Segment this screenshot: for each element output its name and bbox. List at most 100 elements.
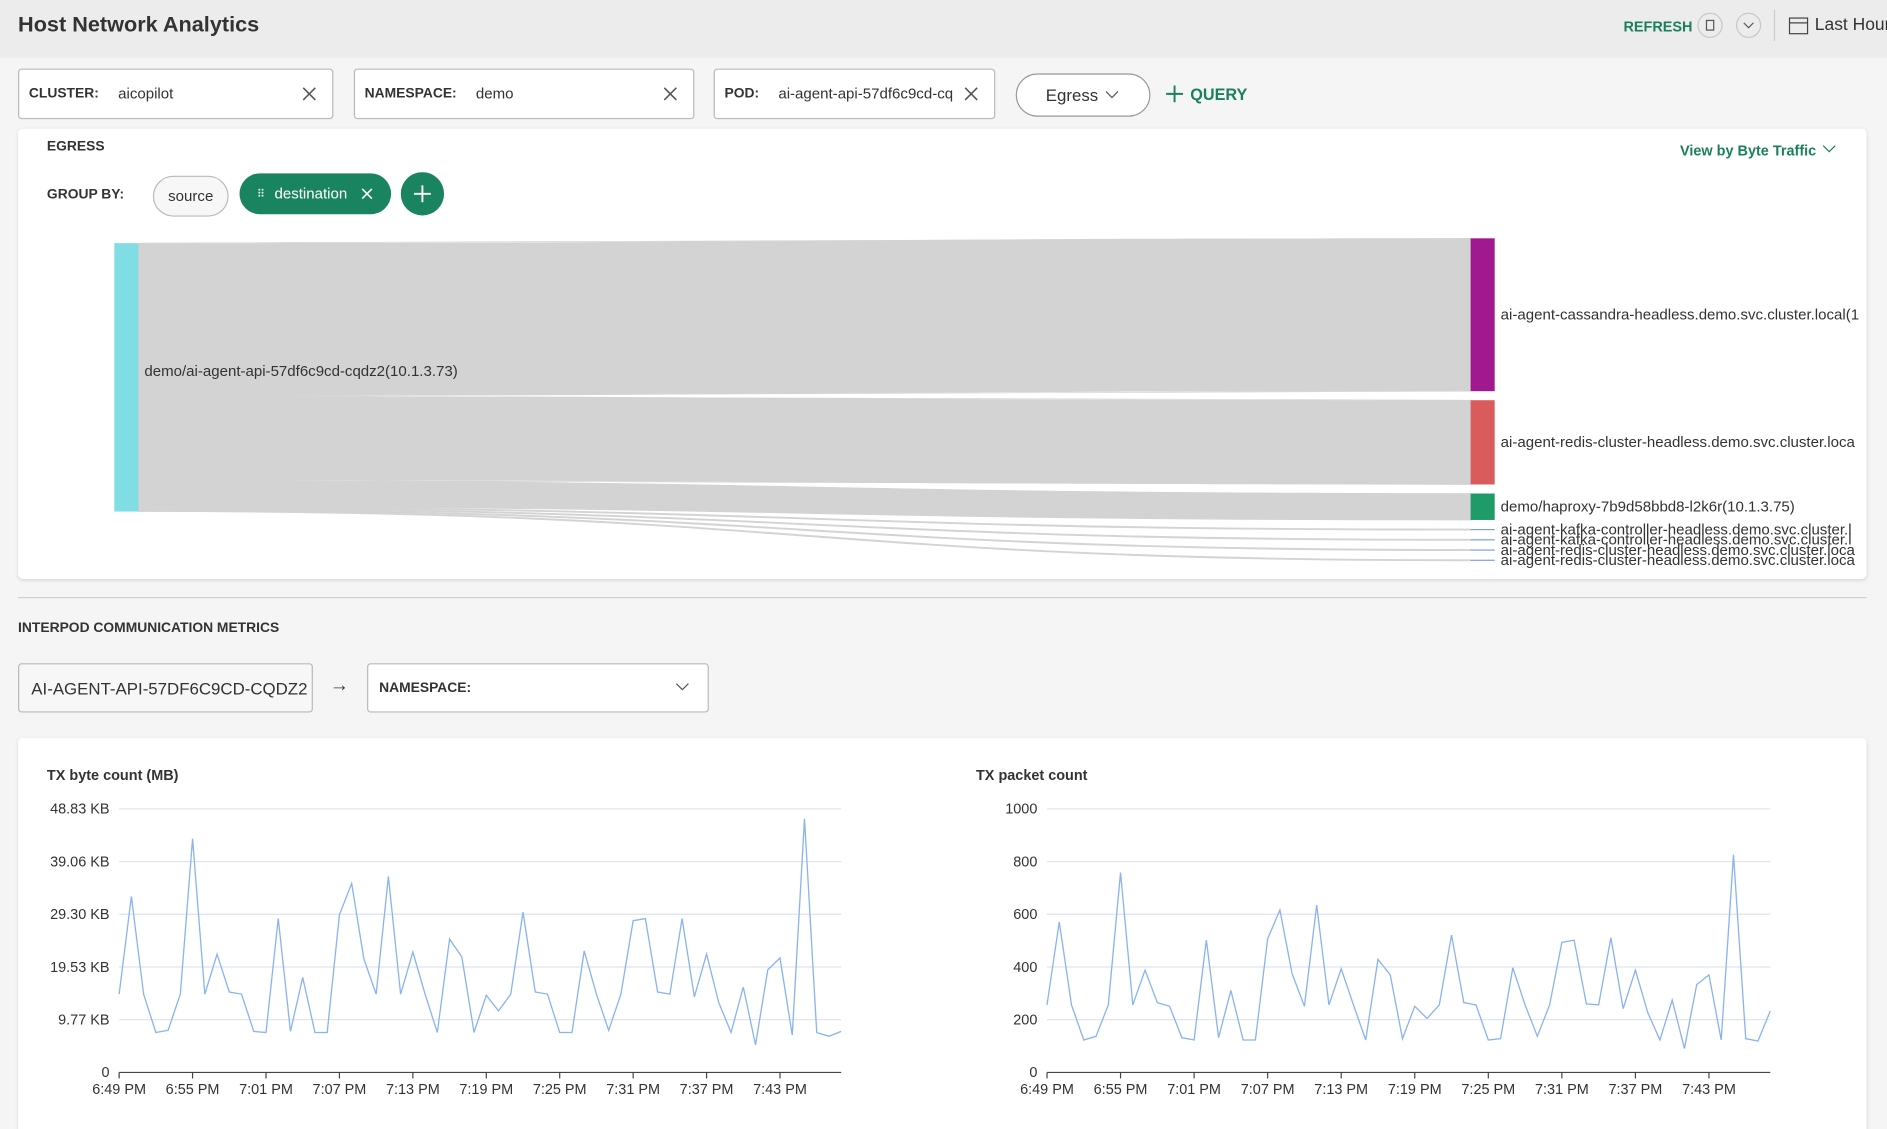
y-tick-label: 48.83 KB (50, 802, 109, 818)
plus-icon[interactable] (1164, 83, 1186, 105)
chart-title: TX byte count (MB) (47, 768, 179, 784)
arrow: → (329, 675, 349, 696)
x-tick-label: 6:49 PM (92, 1082, 146, 1098)
sankey-link (138, 395, 1471, 485)
x-tick-label: 6:55 PM (166, 1082, 220, 1098)
metrics-panel (18, 737, 1867, 1129)
x-tick-label: 7:01 PM (239, 1082, 293, 1098)
clear-icon[interactable] (662, 85, 679, 102)
view-by-dropdown[interactable]: View by Byte Traffic (1680, 142, 1838, 159)
add-group-button[interactable] (400, 172, 447, 218)
sankey-target-node (1470, 238, 1495, 392)
x-tick-label: 6:55 PM (1094, 1082, 1148, 1098)
pod-name: AI-AGENT-API-57DF6C9CD-CQDZ2 (31, 678, 308, 698)
chart-title: TX packet count (976, 768, 1088, 784)
y-tick-label: 800 (1013, 854, 1037, 870)
sankey-target-node (1470, 559, 1495, 561)
chevron (1822, 145, 1836, 153)
x-tick-label: 7:43 PM (753, 1082, 807, 1098)
filter-label: POD: (724, 86, 760, 102)
y-tick-label: 0 (1029, 1065, 1037, 1081)
filter-value: demo (475, 85, 514, 103)
sankey-target-label: ai-agent-redis-cluster-headless.demo.svc… (1501, 542, 1856, 559)
pod-box: AI-AGENT-API-57DF6C9CD-CQDZ2 (18, 663, 313, 713)
x-tick-label: 7:43 PM (1682, 1082, 1736, 1098)
filter-label: CLUSTER: (28, 86, 99, 102)
pod-filter[interactable]: POD: ai-agent-api-57df6c9cd-cqdz2 (713, 68, 996, 120)
group-chip[interactable]: source (152, 175, 229, 217)
cluster-filter[interactable]: CLUSTER: aicopilot (18, 68, 334, 120)
sankey-target-label: ai-agent-redis-cluster-headless.demo.svc… (1501, 552, 1856, 569)
x-tick-label: 6:49 PM (1020, 1082, 1074, 1098)
namespace-filter[interactable]: NAMESPACE: demo (353, 68, 695, 120)
y-tick-label: 39.06 KB (50, 854, 109, 870)
y-tick-label: 1000 (1005, 802, 1037, 818)
group-chip-active[interactable]: ⠿ destination (239, 173, 392, 215)
sankey-target-label: ai-agent-redis-cluster-headless.demo.svc… (1501, 434, 1856, 451)
clear-icon[interactable] (301, 85, 318, 102)
x-tick-label: 7:31 PM (606, 1082, 660, 1098)
sankey-target-node (1470, 493, 1495, 520)
sankey-target-label: ai-agent-kafka-controller-headless.demo.… (1501, 532, 1852, 549)
y-tick-label: 200 (1013, 1013, 1037, 1029)
x-tick-label: 7:19 PM (459, 1082, 513, 1098)
direction-dropdown[interactable]: Egress (1015, 73, 1151, 117)
chip-text: source (168, 187, 214, 205)
calendar-icon (1788, 17, 1809, 35)
x-tick-label: 7:25 PM (533, 1082, 587, 1098)
x-tick-label: 7:37 PM (680, 1082, 734, 1098)
x-tick-label: 7:37 PM (1609, 1082, 1663, 1098)
x-tick-label: 7:13 PM (386, 1082, 440, 1098)
refresh-button[interactable]: REFRESH (1623, 18, 1693, 35)
x-tick-label: 7:25 PM (1461, 1082, 1515, 1098)
sankey-source-label: demo/ai-agent-api-57df6c9cd-cqdz2(10.1.3… (144, 363, 457, 380)
filter-label: NAMESPACE: (364, 86, 457, 102)
x-tick-label: 7:19 PM (1388, 1082, 1442, 1098)
group-by-label: GROUP BY: (46, 187, 125, 203)
page-title: Host Network Analytics (18, 12, 260, 37)
panel-title: EGRESS (46, 139, 105, 155)
sankey-link (138, 479, 1471, 521)
sankey-target-label: ai-agent-kafka-controller-headless.demo.… (1501, 521, 1852, 538)
query-button[interactable]: QUERY (1190, 85, 1248, 104)
sankey-source-node (114, 243, 139, 512)
drag-handle: ⠿ (256, 187, 265, 200)
sankey-target-label: demo/haproxy-7b9d58bbd8-l2k6r(10.1.3.75) (1501, 499, 1795, 516)
x-tick-label: 7:07 PM (313, 1082, 367, 1098)
y-tick-label: 400 (1013, 960, 1037, 976)
refresh-icons[interactable] (1694, 10, 1766, 44)
chip-text: destination (274, 185, 348, 203)
direction-value: Egress (1045, 85, 1099, 105)
x-tick-label: 7:07 PM (1241, 1082, 1295, 1098)
y-tick-label: 600 (1013, 907, 1037, 923)
sankey-target-node (1470, 539, 1495, 541)
y-tick-label: 0 (101, 1065, 109, 1081)
namespace-dropdown[interactable]: NAMESPACE: (367, 663, 709, 713)
line-series (118, 818, 842, 1046)
dropdown-label: NAMESPACE: (379, 680, 472, 696)
clear-icon[interactable] (963, 85, 980, 102)
view-by-text: View by Byte Traffic (1680, 142, 1817, 159)
clear-icon[interactable] (359, 187, 373, 201)
line-series (1046, 854, 1771, 1049)
sankey-target-node (1470, 549, 1495, 551)
time-range[interactable]: Last Hour (1814, 15, 1887, 35)
sankey-target-label: ai-agent-cassandra-headless.demo.svc.clu… (1501, 307, 1859, 324)
x-tick-label: 7:13 PM (1314, 1082, 1368, 1098)
section-title: INTERPOD COMMUNICATION METRICS (18, 621, 280, 636)
y-tick-label: 29.30 KB (50, 907, 109, 923)
y-tick-label: 19.53 KB (50, 960, 109, 976)
sankey-target-node (1470, 528, 1495, 531)
y-tick-label: 9.77 KB (58, 1012, 109, 1028)
x-tick-label: 7:01 PM (1167, 1082, 1221, 1098)
sankey-target-node (1470, 400, 1495, 485)
filter-value: ai-agent-api-57df6c9cd-cqdz2 (778, 85, 953, 103)
separator (18, 596, 1867, 599)
divider (1773, 9, 1776, 41)
filter-value: aicopilot (118, 85, 174, 103)
chevron (675, 683, 689, 691)
chevron (1105, 91, 1118, 99)
header-bar (0, 0, 1887, 58)
